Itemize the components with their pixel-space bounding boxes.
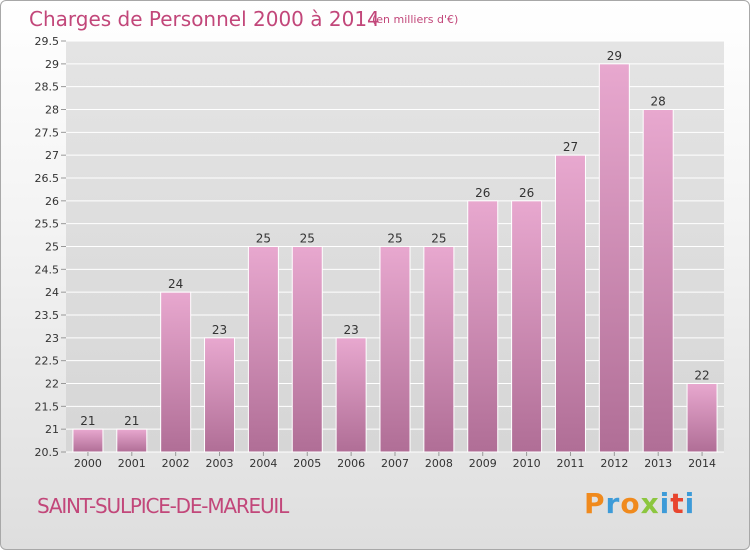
y-tick-label: 28 xyxy=(45,104,59,117)
data-label: 25 xyxy=(431,232,446,246)
bar-2008 xyxy=(423,246,455,453)
x-tick-label: 2008 xyxy=(425,457,453,470)
bar-2007 xyxy=(379,246,411,453)
y-tick-label: 21 xyxy=(45,423,59,436)
commune-name: SAINT-SULPICE-DE-MAREUIL xyxy=(37,494,289,518)
data-label: 28 xyxy=(651,95,666,109)
y-tick-label: 21.5 xyxy=(35,400,60,413)
logo-letter: i xyxy=(659,487,671,520)
data-label: 27 xyxy=(563,140,578,154)
bar-2001 xyxy=(116,428,148,453)
x-tick-label: 2014 xyxy=(688,457,716,470)
y-tick-label: 24 xyxy=(45,286,59,299)
y-tick-label: 26 xyxy=(45,195,59,208)
bar-2000 xyxy=(72,428,104,453)
data-labels: 21 21 24 23 25 25 23 25 25 26 26 27 29 28 22 xyxy=(80,49,709,428)
data-label: 29 xyxy=(607,49,622,63)
data-label: 26 xyxy=(475,186,490,200)
x-tick-label: 2000 xyxy=(74,457,102,470)
data-label: 25 xyxy=(387,232,402,246)
x-tick-label: 2010 xyxy=(513,457,541,470)
bar-2010 xyxy=(511,200,543,453)
y-tick-label: 28.5 xyxy=(35,81,60,94)
x-tick-label: 2005 xyxy=(293,457,321,470)
y-tick-label: 24.5 xyxy=(35,263,60,276)
data-label: 25 xyxy=(300,232,315,246)
logo-letter: t xyxy=(670,487,685,520)
bar-2011 xyxy=(554,154,586,453)
x-tick-label: 2012 xyxy=(600,457,628,470)
y-tick-label: 20.5 xyxy=(35,446,60,459)
bars xyxy=(72,63,718,453)
data-label: 22 xyxy=(694,369,709,383)
data-label: 21 xyxy=(80,414,95,428)
x-tick-label: 2001 xyxy=(118,457,146,470)
x-tick-label: 2013 xyxy=(644,457,672,470)
bar-2004 xyxy=(247,246,279,453)
data-label: 26 xyxy=(519,186,534,200)
logo-letter: o xyxy=(620,487,641,520)
chart-title: Charges de Personnel 2000 à 2014 xyxy=(29,7,380,31)
y-tick-label: 23.5 xyxy=(35,309,60,322)
y-tick-label: 26.5 xyxy=(35,172,60,185)
bar-2013 xyxy=(642,109,674,453)
data-label: 25 xyxy=(256,232,271,246)
x-tick-label: 2009 xyxy=(469,457,497,470)
data-label: 23 xyxy=(343,323,358,337)
bar-2012 xyxy=(598,63,630,453)
proxiti-logo: Proxiti xyxy=(584,487,695,520)
bar-2005 xyxy=(291,246,323,453)
x-axis-ticks: 2000 2001 2002 2003 2004 2005 2006 2007 2008 2009… xyxy=(74,452,716,470)
bar-2002 xyxy=(160,291,192,453)
logo-letter: r xyxy=(605,487,621,520)
bar-2006 xyxy=(335,337,367,453)
y-tick-label: 22 xyxy=(45,378,59,391)
logo-letter: P xyxy=(584,487,606,520)
y-tick-label: 29.5 xyxy=(35,35,60,48)
x-tick-label: 2006 xyxy=(337,457,365,470)
data-label: 21 xyxy=(124,414,139,428)
logo-letter: i xyxy=(684,487,696,520)
y-tick-label: 22.5 xyxy=(35,355,60,368)
y-tick-label: 29 xyxy=(45,58,59,71)
data-label: 23 xyxy=(212,323,227,337)
y-axis-ticks: 20.5 21 21.5 22 22.5 23 23.5 24 24.5 25 25.5 26 26.5… xyxy=(35,35,66,459)
chart-subtitle: (en milliers d'€) xyxy=(372,13,459,26)
y-tick-label: 27 xyxy=(45,149,59,162)
bar-2003 xyxy=(204,337,236,453)
x-tick-label: 2004 xyxy=(249,457,277,470)
x-tick-label: 2003 xyxy=(206,457,234,470)
x-tick-label: 2002 xyxy=(162,457,190,470)
y-tick-label: 23 xyxy=(45,332,59,345)
y-tick-label: 27.5 xyxy=(35,126,60,139)
bar-2009 xyxy=(467,200,499,453)
logo-letter: x xyxy=(640,487,660,520)
data-label: 24 xyxy=(168,277,183,291)
y-tick-label: 25 xyxy=(45,241,59,254)
y-tick-label: 25.5 xyxy=(35,218,60,231)
x-tick-label: 2011 xyxy=(556,457,584,470)
x-tick-label: 2007 xyxy=(381,457,409,470)
bar-2014 xyxy=(686,383,718,453)
